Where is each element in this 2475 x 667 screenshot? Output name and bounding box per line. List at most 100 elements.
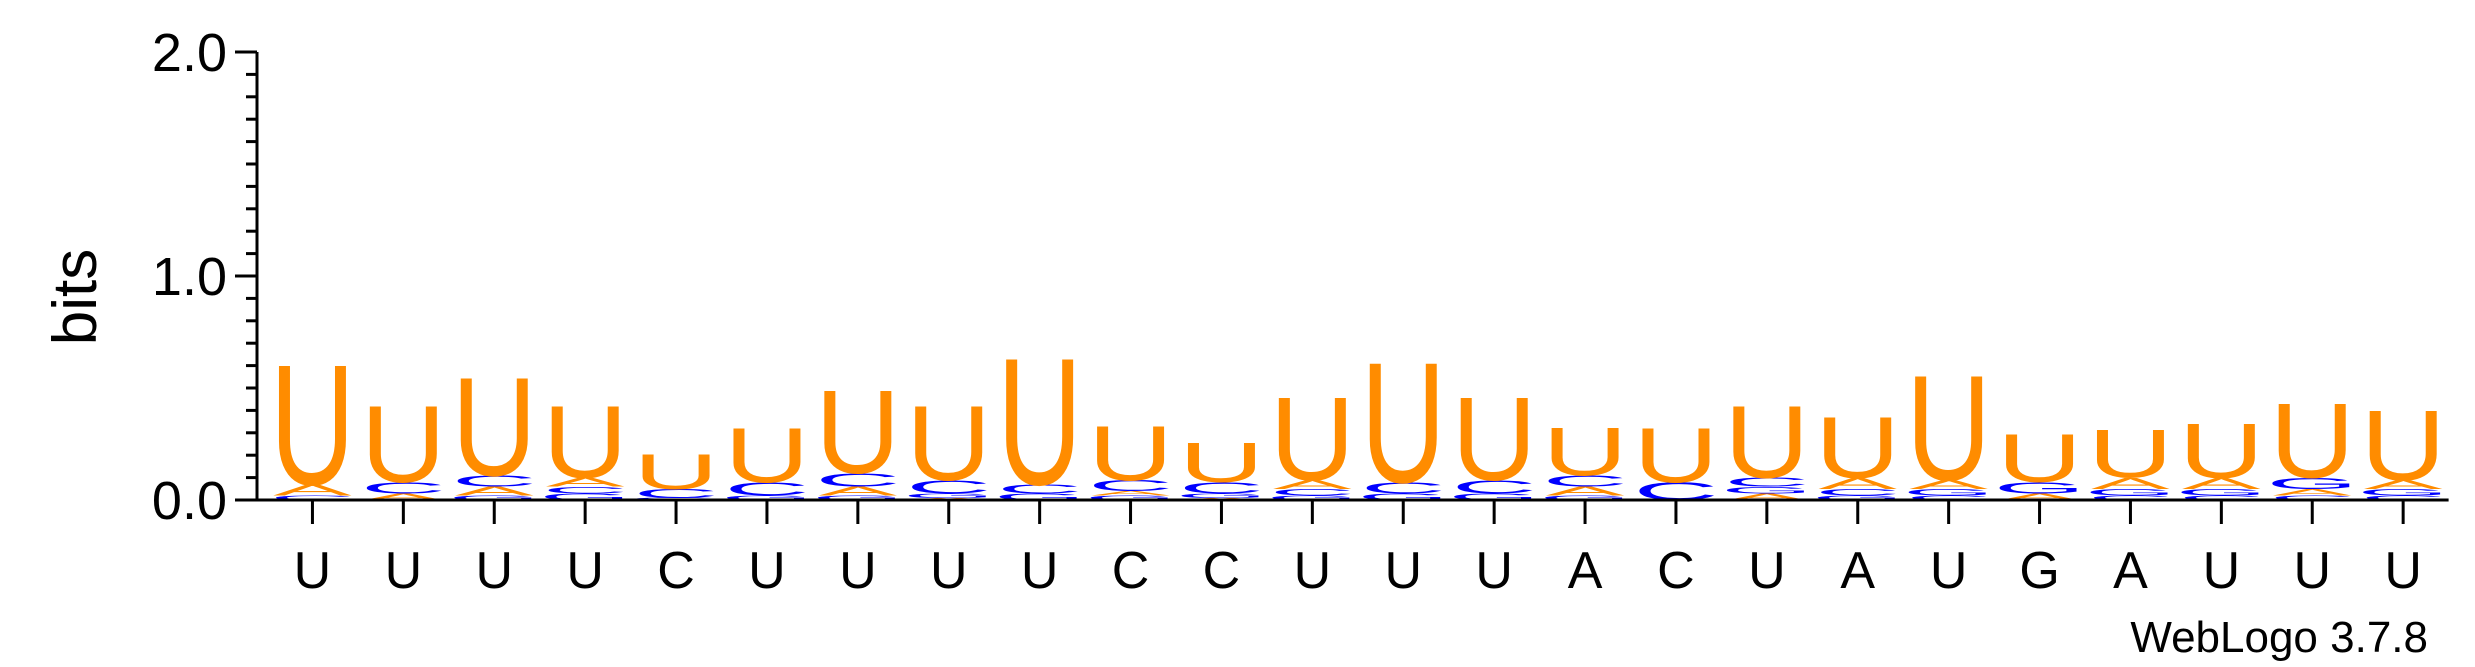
logo-letter-U: U <box>270 329 355 521</box>
x-tick-label: U <box>839 542 877 600</box>
x-tick-label: U <box>1021 542 1059 600</box>
y-axis: 0.0 1.0 2.0 <box>152 23 259 531</box>
logo-letter-C: C <box>724 479 809 500</box>
logo-letter-U: U <box>2270 381 2355 500</box>
logo-letter-U: U <box>543 385 628 500</box>
logo-stack: AGU <box>1994 421 2086 502</box>
logo-letter-C: C <box>1361 479 1446 496</box>
y-tick-label: 1.0 <box>152 247 227 307</box>
logo-letter-U: U <box>1815 399 1900 497</box>
y-tick-label: 2.0 <box>152 23 227 83</box>
x-tick-label: U <box>1294 542 1332 600</box>
x-tick-label: C <box>1203 542 1241 600</box>
logo-stack: GCU <box>994 321 1086 524</box>
logo-letter-C: C <box>906 476 991 497</box>
logo-letter-G: G <box>721 494 813 501</box>
logo-letter-G: G <box>903 492 995 499</box>
logo-letter-A: A <box>1273 477 1352 491</box>
x-tick-label: C <box>1112 542 1150 600</box>
x-tick-label: U <box>1930 542 1968 600</box>
logo-letter-A: A <box>2364 477 2443 491</box>
logo-letter-U: U <box>1088 409 1173 497</box>
logo-letter-C: C <box>1452 476 1537 497</box>
logo-letter-C: C <box>997 482 1082 496</box>
logo-letter-C: C <box>1906 494 1991 501</box>
logo-stack: GCU <box>1357 327 1449 519</box>
x-tick-label: U <box>748 542 786 600</box>
logo-letter-U: U <box>906 383 991 502</box>
logo-letter-C: C <box>2361 494 2446 501</box>
logo-stack: CU <box>1633 412 1718 506</box>
y-tick-label: 0.0 <box>152 471 227 531</box>
logo-letter-A: A <box>455 484 534 498</box>
logo-letter-C: C <box>2270 494 2355 501</box>
logo-letter-A: A <box>2182 475 2261 492</box>
logo-letter-G: G <box>1721 485 1813 496</box>
logo-letter-U: U <box>815 367 900 500</box>
logo-letter-U: U <box>1270 373 1355 506</box>
logo-letter-U: U <box>452 347 537 505</box>
logo-letter-G: G <box>812 494 904 501</box>
x-tick-label: C <box>1657 542 1695 600</box>
logo-letter-A: A <box>1818 475 1897 492</box>
y-axis-label: bits <box>41 249 110 345</box>
logo-stack: GCU <box>630 444 722 501</box>
x-tick-label: U <box>475 542 513 600</box>
logo-letter-G: G <box>2357 487 2449 498</box>
logo-letter-C: C <box>1270 487 1355 498</box>
logo-letter-U: U <box>1633 412 1718 500</box>
logo-letter-G: G <box>448 494 540 501</box>
logo-stack: GCU <box>721 412 813 502</box>
x-tick-label: U <box>2293 542 2331 600</box>
logo-letter-A: A <box>1546 484 1625 498</box>
logo-letter-U: U <box>633 444 718 500</box>
logo-letter-C: C <box>2088 494 2173 501</box>
logo-letter-A: A <box>273 481 352 498</box>
logo-letter-A: A <box>2273 487 2352 498</box>
logo-letter-G: G <box>1085 494 1177 501</box>
x-tick-label: A <box>1840 542 1875 600</box>
x-tick-label: U <box>1475 542 1513 600</box>
logo-letter-G: G <box>2176 487 2268 498</box>
logo-letter-G: G <box>1903 487 1995 498</box>
logo-stack: CAU <box>270 329 355 521</box>
logo-letter-U: U <box>1724 385 1809 500</box>
x-tick-label: U <box>294 542 332 600</box>
logo-stack: ACU <box>361 384 446 506</box>
logo-letter-C: C <box>1179 479 1264 496</box>
logo-letter-G: G <box>1176 492 1268 499</box>
logo-letter-C: C <box>452 472 537 489</box>
logo-letter-C: C <box>1542 472 1627 489</box>
logo-letter-C: C <box>270 494 355 501</box>
logo-letter-C: C <box>361 479 446 496</box>
logo-letter-G: G <box>1357 491 1449 502</box>
logo-letter-G: G <box>2085 487 2177 498</box>
logo-letter-U: U <box>724 412 809 500</box>
x-tick-label: A <box>1568 542 1603 600</box>
logo-letter-G: G <box>1539 494 1631 501</box>
x-tick-label: U <box>2384 542 2422 600</box>
logo-letter-C: C <box>1724 475 1809 489</box>
logo-stacks: CAUACUGACUGCAUGCUGCUGACUAGCUGCUGACUAGCUG… <box>270 321 2449 524</box>
x-tick-label: G <box>2019 542 2059 600</box>
logo-letter-U: U <box>361 384 446 506</box>
logo-letter-A: A <box>364 491 443 502</box>
logo-letter-A: A <box>546 475 625 489</box>
logo-letter-U: U <box>2179 407 2264 495</box>
logo-letter-U: U <box>1361 327 1446 519</box>
logo-letter-G: G <box>1812 494 1904 501</box>
x-tick-label: C <box>657 542 695 600</box>
logo-letter-G: G <box>994 491 1086 502</box>
